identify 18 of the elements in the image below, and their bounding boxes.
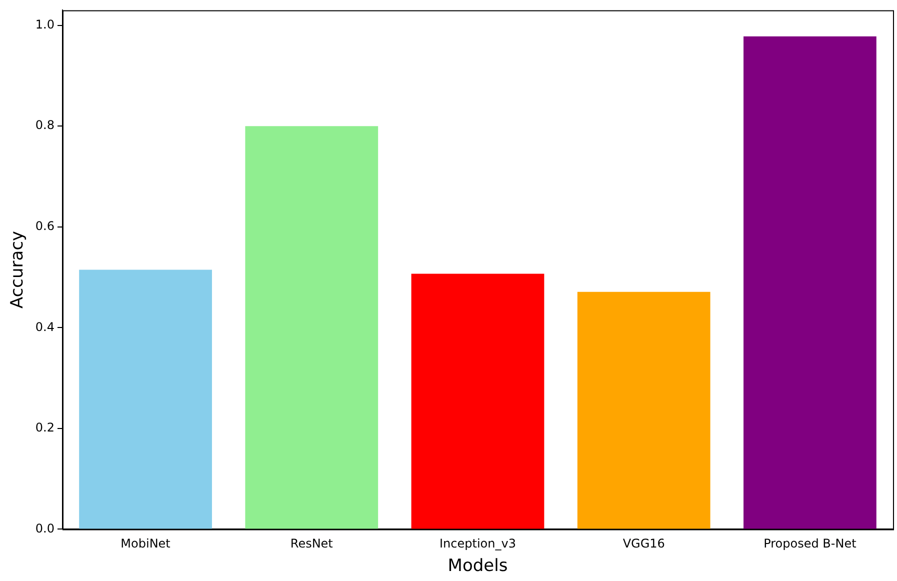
y-tick-label: 0.6 [35,218,54,233]
x-tick-label: MobiNet [120,536,171,551]
y-tick-label: 1.0 [35,17,54,32]
x-tick-label: Proposed B-Net [764,536,857,551]
y-tick-label: 0.8 [35,118,54,132]
bar [79,270,212,529]
x-tick-label: VGG16 [622,536,665,551]
y-tick-label: 0.4 [35,320,54,334]
x-axis-title: Models [448,556,508,576]
x-tick-label: Inception_v3 [440,536,516,551]
y-tick-label: 0.0 [35,521,54,536]
x-tick-label: ResNet [290,536,334,551]
bar [245,126,378,529]
bar [744,36,876,529]
bar [577,292,710,529]
y-tick-label: 0.2 [35,420,54,435]
y-axis-title: Accuracy [8,230,28,309]
bar [411,274,544,529]
